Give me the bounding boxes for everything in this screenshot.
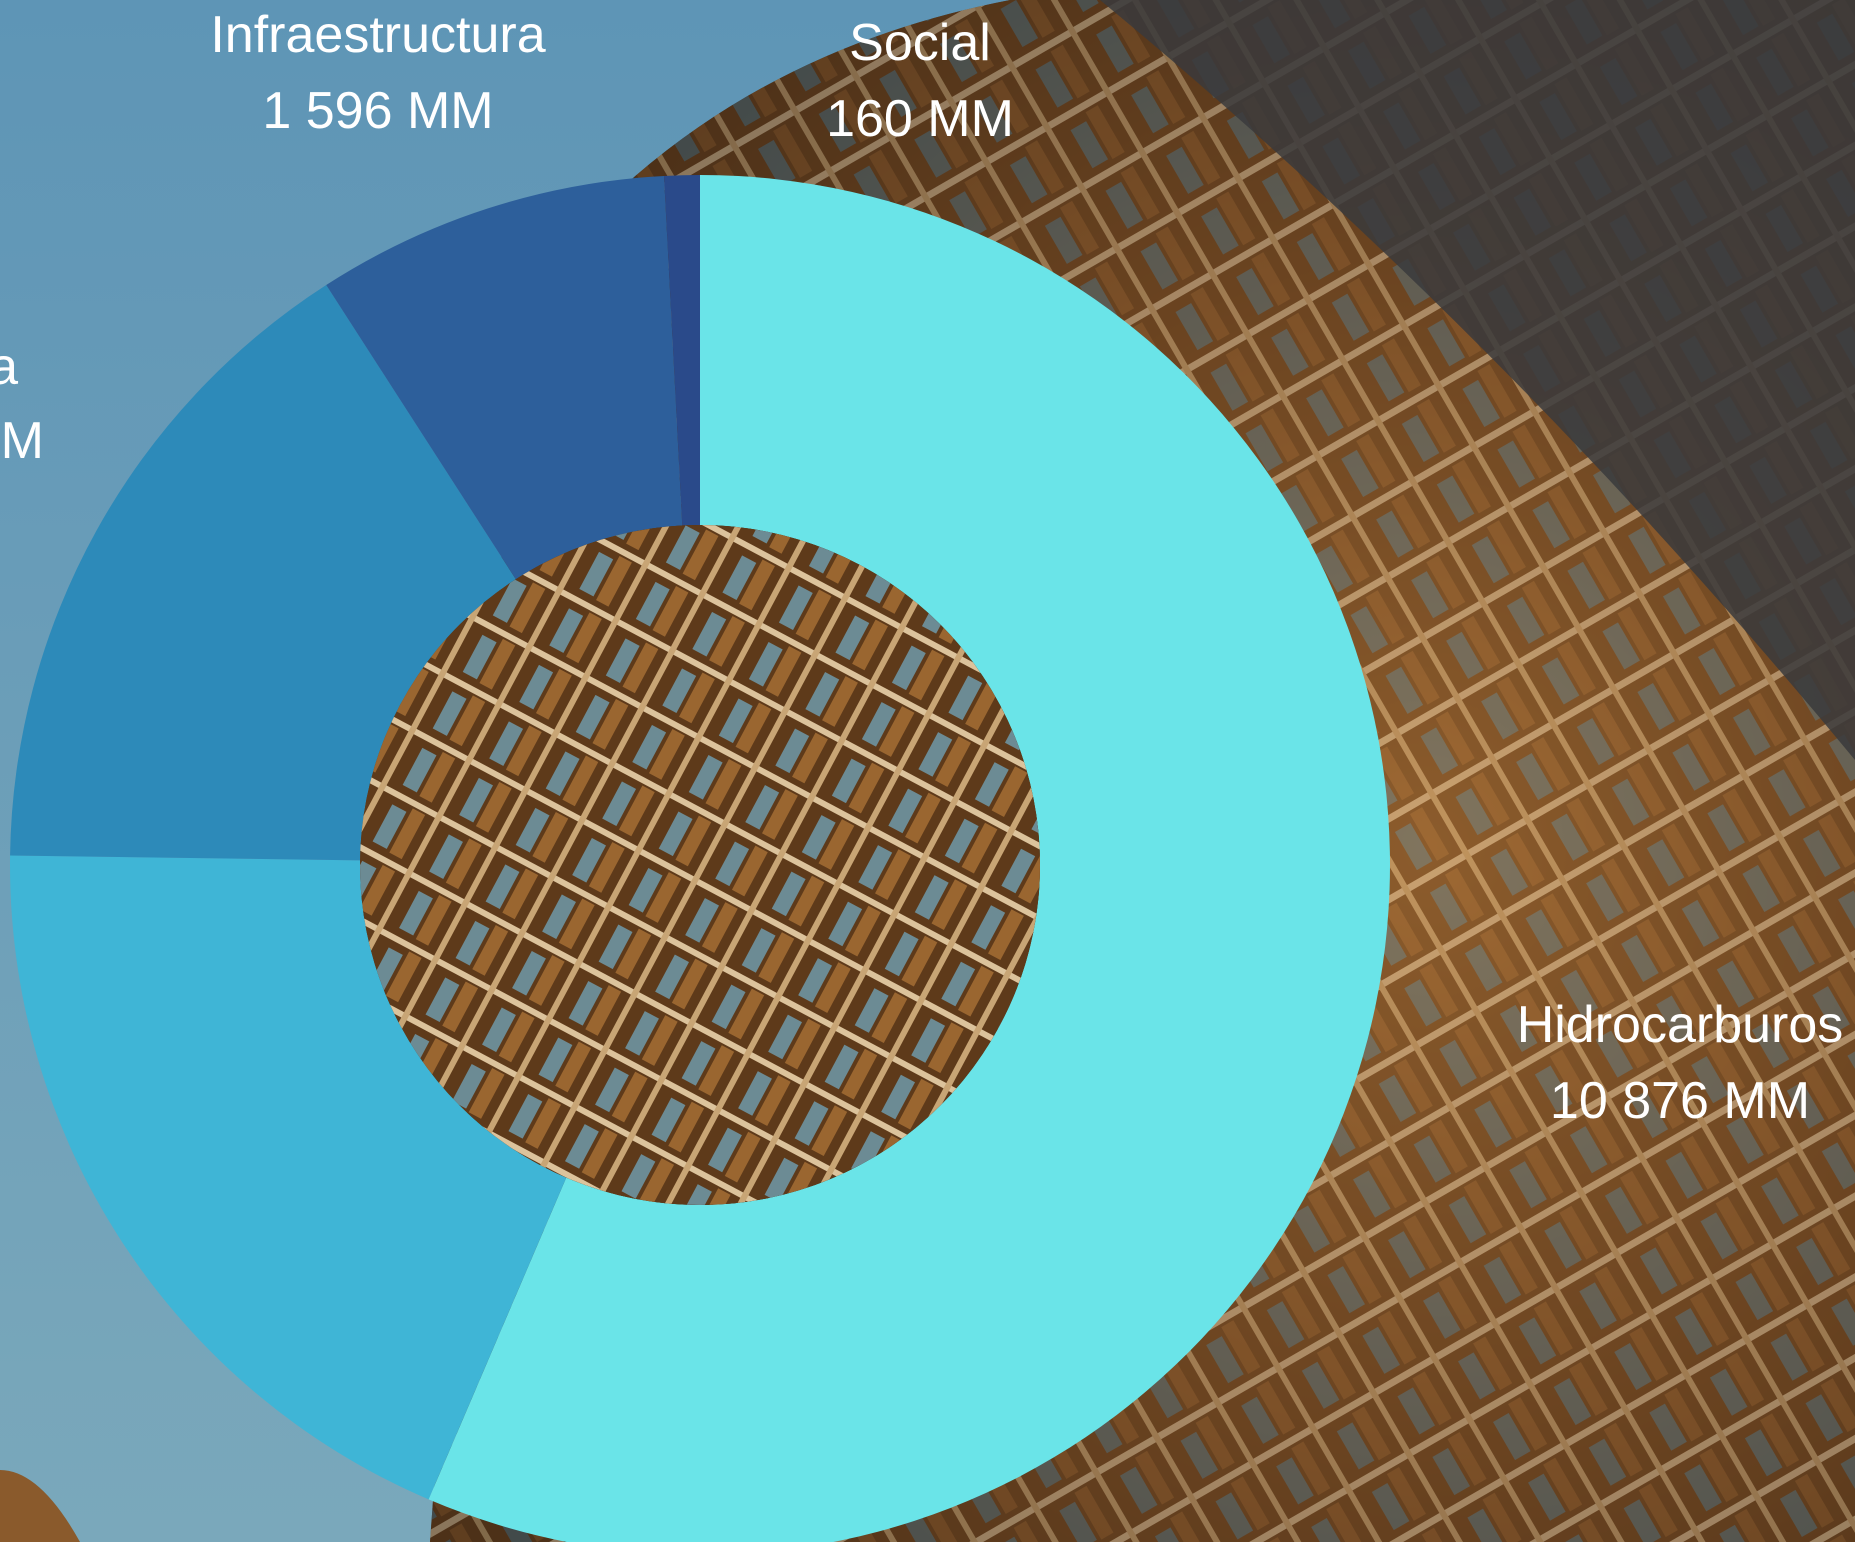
value-hidrocarburos: 10 876 MM xyxy=(1550,1072,1810,1130)
donut-slice-2 xyxy=(10,285,516,861)
donut-hole xyxy=(360,525,1040,1205)
donut-slice-3 xyxy=(326,175,683,580)
donut-slice-0 xyxy=(428,175,1390,1542)
label-infraestructura: Infraestructura xyxy=(210,6,545,64)
label-cropped-left: a xyxy=(0,338,18,396)
label-hidrocarburos: Hidrocarburos xyxy=(1517,996,1844,1054)
value-cropped-left: M xyxy=(1,412,44,470)
slice-labels: Infraestructura 1 596 MM Social 160 MM H… xyxy=(0,6,1843,1130)
donut-slices xyxy=(9,175,1390,1542)
label-social: Social xyxy=(849,14,991,72)
value-social: 160 MM xyxy=(826,90,1014,148)
donut-slice-1 xyxy=(9,855,567,1500)
donut-slice-4 xyxy=(664,175,700,526)
value-infraestructura: 1 596 MM xyxy=(262,82,493,140)
